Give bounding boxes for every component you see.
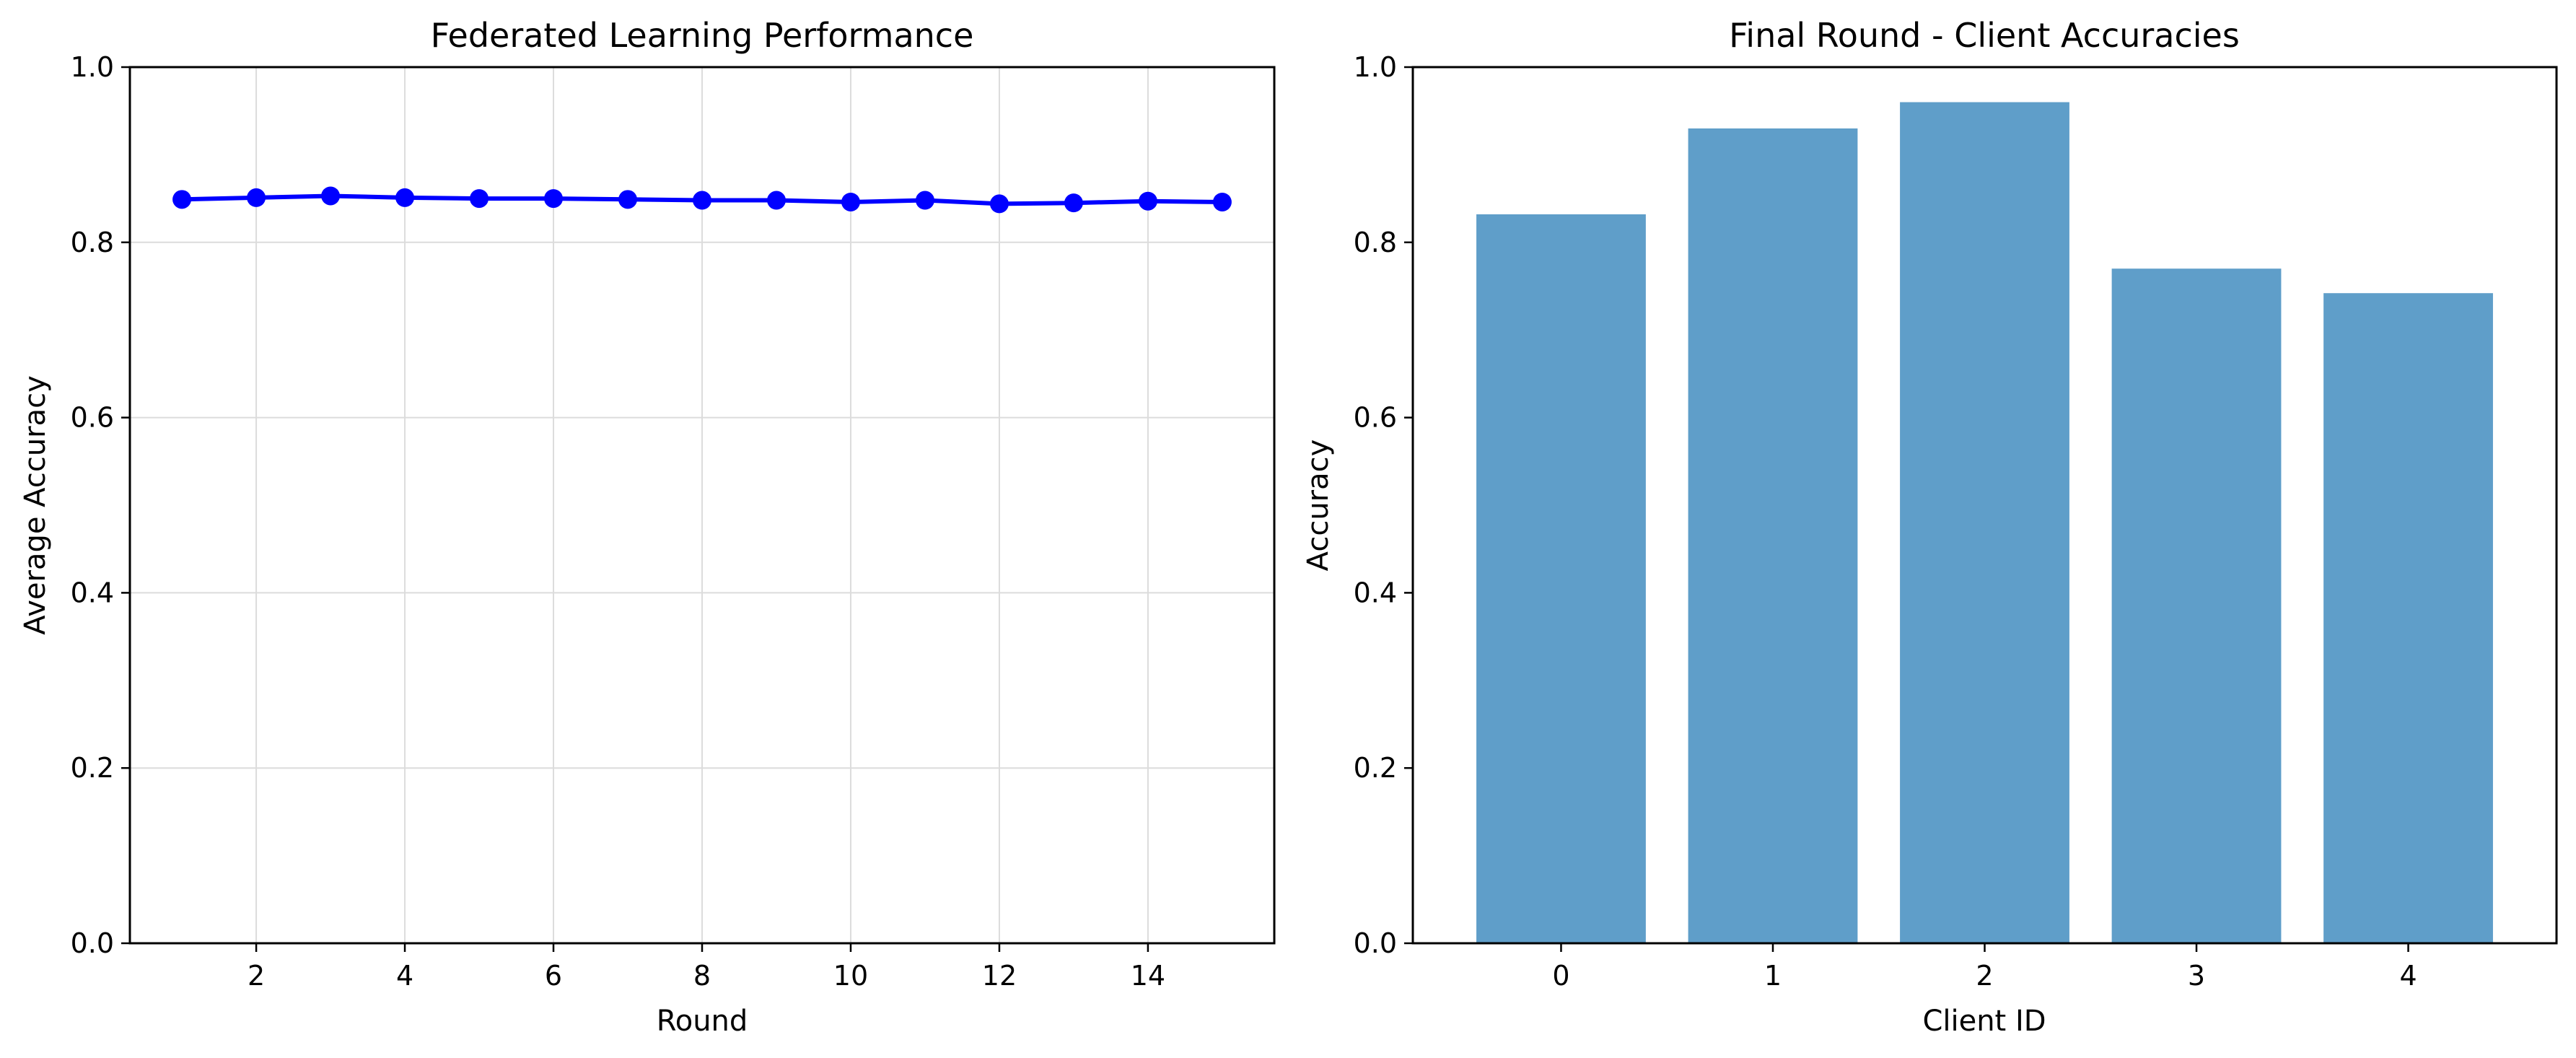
x-tick-label: 6: [545, 960, 562, 992]
y-tick-label: 1.0: [1354, 51, 1397, 83]
bar-series: [1476, 102, 2493, 944]
x-tick-label: 3: [2188, 960, 2205, 992]
x-tick-label: 2: [247, 960, 265, 992]
y-axis-ticks: 0.0 0.2 0.4 0.6 0.8 1.0: [1354, 51, 1413, 959]
x-tick-label: 0: [1552, 960, 1569, 992]
bar: [1688, 128, 1858, 944]
y-tick-label: 0.0: [1354, 927, 1397, 959]
data-point: [395, 188, 415, 207]
bar: [1476, 214, 1646, 943]
x-axis-ticks: 0 1 2 3 4: [1552, 943, 2417, 992]
data-point: [915, 191, 934, 210]
data-point: [247, 188, 266, 207]
y-tick-label: 0.4: [1354, 577, 1397, 608]
x-axis-label: Round: [657, 1005, 748, 1038]
bar: [1900, 102, 2069, 943]
data-point: [172, 190, 192, 209]
y-axis-label: Average Accuracy: [19, 375, 52, 635]
y-tick-label: 1.0: [71, 51, 114, 83]
bar-chart-panel: Final Round - Client Accuracies 0.00.20.…: [1302, 16, 2558, 1038]
x-tick-label: 4: [2399, 960, 2417, 992]
x-axis-label: Client ID: [1922, 1005, 2046, 1038]
data-point: [693, 191, 711, 210]
bar: [2323, 293, 2493, 943]
y-tick-label: 0.8: [71, 227, 114, 258]
data-point: [989, 194, 1009, 214]
data-point: [1138, 191, 1157, 211]
line-chart-panel: Federated Learning Performance 0.0 0.2 0.4…: [19, 16, 1276, 1038]
chart-title: Federated Learning Performance: [431, 16, 974, 55]
x-tick-label: 12: [982, 960, 1017, 992]
chart-title: Final Round - Client Accuracies: [1729, 16, 2240, 55]
y-tick-label: 0.2: [71, 752, 114, 784]
x-tick-label: 14: [1131, 960, 1165, 992]
y-tick-label: 0.6: [1354, 402, 1397, 434]
y-tick-label: 0.0: [71, 927, 114, 959]
data-point: [1212, 192, 1232, 211]
y-tick-label: 0.6: [71, 402, 114, 434]
line-series: [172, 186, 1232, 214]
x-tick-label: 1: [1764, 960, 1782, 992]
data-point: [470, 189, 489, 209]
y-tick-label: 0.2: [1354, 752, 1397, 784]
x-tick-label: 8: [693, 960, 711, 992]
data-point: [1064, 193, 1083, 213]
data-point: [618, 190, 638, 209]
y-tick-label: 0.4: [71, 577, 114, 608]
plot-frame: [128, 66, 1276, 945]
x-tick-label: 10: [833, 960, 868, 992]
bar: [2111, 268, 2282, 944]
data-point: [544, 189, 564, 209]
data-point: [321, 186, 341, 206]
x-tick-label: 4: [396, 960, 413, 992]
y-tick-label: 0.8: [1354, 227, 1397, 258]
data-point: [766, 191, 786, 210]
plot-frame: [1411, 66, 2558, 945]
data-point: [841, 192, 860, 211]
y-axis-label: Accuracy: [1302, 440, 1335, 572]
x-axis-ticks: 2 4 6 8 10 12 14: [247, 943, 1165, 992]
y-axis-ticks: 0.0 0.2 0.4 0.6 0.8 1.0: [71, 51, 130, 959]
x-tick-label: 2: [1976, 960, 1993, 992]
